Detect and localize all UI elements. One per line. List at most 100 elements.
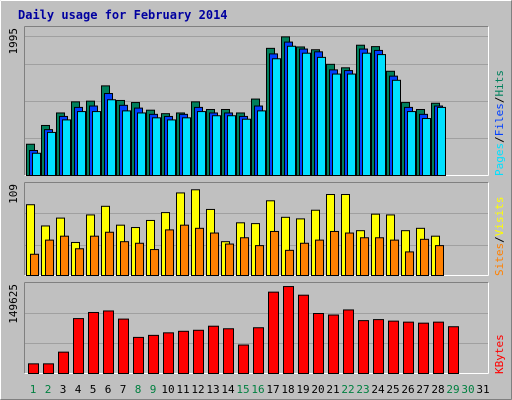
bar-sites-day-25 bbox=[390, 239, 399, 277]
bar-pages-day-24 bbox=[377, 54, 386, 176]
bar-kbytes-day-2 bbox=[43, 363, 54, 375]
bar-kbytes-day-13 bbox=[208, 325, 219, 374]
bar-sites-day-23 bbox=[360, 237, 369, 276]
bar-pages-day-1 bbox=[32, 152, 41, 176]
x-tick-label-day-10: 10 bbox=[161, 383, 174, 396]
bar-pages-day-17 bbox=[272, 58, 281, 176]
legend-item-sites: Sites bbox=[493, 243, 506, 276]
bar-sites-day-5 bbox=[90, 235, 99, 276]
bar-kbytes-day-6 bbox=[103, 310, 114, 375]
x-tick-label-day-29: 29 bbox=[446, 383, 459, 396]
x-tick-label-day-20: 20 bbox=[311, 383, 324, 396]
bar-kbytes-day-10 bbox=[163, 332, 174, 374]
bar-pages-day-3 bbox=[62, 119, 71, 176]
x-tick-label-day-16: 16 bbox=[251, 383, 264, 396]
bar-kbytes-day-28 bbox=[433, 321, 444, 375]
bar-kbytes-day-8 bbox=[133, 336, 144, 375]
bar-sites-day-12 bbox=[195, 227, 204, 276]
bar-sites-day-18 bbox=[285, 249, 294, 276]
bar-pages-day-13 bbox=[212, 115, 221, 176]
bar-kbytes-day-16 bbox=[253, 327, 264, 374]
bar-sites-day-6 bbox=[105, 231, 114, 276]
legend-item-pages: Pages bbox=[493, 143, 506, 176]
bar-pages-day-10 bbox=[167, 119, 176, 176]
bar-sites-day-4 bbox=[75, 248, 84, 276]
legend-separator: / bbox=[493, 236, 506, 243]
bar-pages-day-28 bbox=[437, 106, 446, 176]
chart-panel-2: 109 Sites/Visits bbox=[7, 182, 506, 277]
bar-kbytes-day-26 bbox=[403, 321, 414, 375]
x-tick-label-day-31: 31 bbox=[476, 383, 489, 396]
x-tick-label-day-17: 17 bbox=[266, 383, 279, 396]
x-tick-label-day-11: 11 bbox=[176, 383, 189, 396]
bar-sites-day-9 bbox=[150, 249, 159, 277]
x-tick-label-day-2: 2 bbox=[45, 383, 52, 396]
bar-kbytes-day-19 bbox=[298, 294, 309, 374]
bar-pages-day-21 bbox=[332, 73, 341, 176]
bar-pages-day-18 bbox=[287, 45, 296, 177]
x-tick-label-day-24: 24 bbox=[371, 383, 385, 396]
bar-kbytes-day-27 bbox=[418, 322, 429, 374]
bar-kbytes-day-18 bbox=[283, 286, 294, 374]
x-tick-label-day-22: 22 bbox=[341, 383, 354, 396]
bar-kbytes-day-4 bbox=[73, 318, 84, 374]
bar-pages-day-25 bbox=[392, 79, 401, 176]
bar-sites-day-20 bbox=[315, 239, 324, 277]
x-tick-label-day-9: 9 bbox=[150, 383, 157, 396]
x-tick-label-day-18: 18 bbox=[281, 383, 294, 396]
legend-separator: / bbox=[493, 136, 506, 143]
bar-pages-day-11 bbox=[182, 117, 191, 176]
bar-kbytes-day-23 bbox=[358, 320, 369, 375]
bar-kbytes-day-11 bbox=[178, 330, 189, 374]
x-tick-label-day-21: 21 bbox=[326, 383, 339, 396]
bar-sites-day-11 bbox=[180, 224, 189, 277]
bar-pages-day-4 bbox=[77, 111, 86, 176]
bar-sites-day-13 bbox=[210, 232, 219, 277]
bar-pages-day-26 bbox=[407, 111, 416, 176]
bar-sites-day-21 bbox=[330, 230, 339, 276]
bar-pages-day-14 bbox=[227, 115, 236, 176]
x-tick-label-day-12: 12 bbox=[191, 383, 204, 396]
bar-pages-day-19 bbox=[302, 52, 311, 176]
bar-pages-day-6 bbox=[107, 99, 116, 176]
bar-kbytes-day-20 bbox=[313, 313, 324, 374]
bar-sites-day-24 bbox=[375, 237, 384, 276]
legend-item-files: Files bbox=[493, 103, 506, 136]
bar-pages-day-20 bbox=[317, 56, 326, 176]
x-tick-label-day-3: 3 bbox=[60, 383, 67, 396]
bar-kbytes-day-1 bbox=[28, 363, 39, 375]
bar-pages-day-15 bbox=[242, 118, 251, 176]
x-tick-label-day-14: 14 bbox=[221, 383, 235, 396]
bar-sites-day-17 bbox=[270, 230, 279, 276]
bar-kbytes-day-25 bbox=[388, 320, 399, 374]
legend: KBytes bbox=[493, 334, 506, 374]
y-max-label: 149625 bbox=[7, 284, 20, 324]
x-tick-label-day-4: 4 bbox=[75, 383, 82, 396]
x-tick-label-day-26: 26 bbox=[401, 383, 414, 396]
bar-sites-day-2 bbox=[45, 239, 54, 277]
bar-sites-day-7 bbox=[120, 241, 129, 276]
x-tick-label-day-25: 25 bbox=[386, 383, 399, 396]
bar-sites-day-22 bbox=[345, 232, 354, 277]
bar-kbytes-day-24 bbox=[373, 319, 384, 374]
bar-pages-day-7 bbox=[122, 110, 131, 176]
bar-kbytes-day-9 bbox=[148, 334, 159, 375]
bar-sites-day-3 bbox=[60, 235, 69, 276]
x-tick-label-day-13: 13 bbox=[206, 383, 219, 396]
x-tick-label-day-23: 23 bbox=[356, 383, 369, 396]
legend-item-kbytes: KBytes bbox=[493, 334, 506, 374]
bar-kbytes-day-17 bbox=[268, 291, 279, 375]
bar-sites-day-28 bbox=[435, 245, 444, 277]
bar-kbytes-day-29 bbox=[448, 326, 459, 374]
x-tick-label-day-1: 1 bbox=[30, 383, 37, 396]
x-tick-label-day-27: 27 bbox=[416, 383, 429, 396]
bar-pages-day-12 bbox=[197, 111, 206, 176]
bar-sites-day-26 bbox=[405, 251, 414, 277]
bar-kbytes-day-7 bbox=[118, 318, 129, 375]
chart-title: Daily usage for February 2014 bbox=[18, 8, 228, 22]
bar-sites-day-10 bbox=[165, 229, 174, 276]
bar-sites-day-19 bbox=[300, 242, 309, 276]
x-tick-label-day-15: 15 bbox=[236, 383, 249, 396]
